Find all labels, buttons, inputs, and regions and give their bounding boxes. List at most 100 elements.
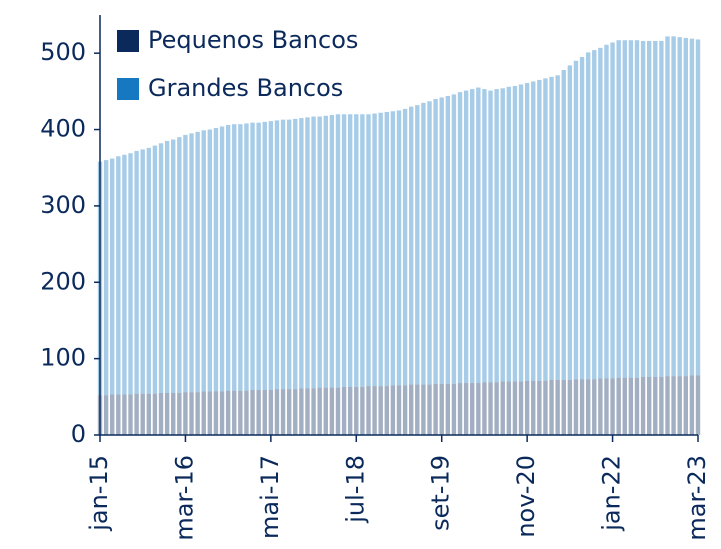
bar-segment — [317, 387, 322, 435]
bar-segment — [598, 378, 603, 435]
bar-segment — [396, 110, 402, 386]
bar-segment — [183, 392, 188, 435]
bar-segment — [585, 52, 591, 380]
legend-swatch — [117, 78, 139, 100]
bar-segment — [293, 118, 298, 390]
bar-segment — [103, 160, 109, 396]
bar-segment — [329, 387, 335, 435]
bar-segment — [146, 147, 152, 394]
bar-segment — [171, 139, 176, 393]
x-tick-label: mai-17 — [256, 455, 284, 539]
x-tick-label: nov-20 — [512, 455, 540, 538]
bar-segment — [427, 384, 432, 435]
bar-segment — [463, 383, 469, 435]
bar-segment — [506, 381, 512, 435]
bar-segment — [451, 383, 457, 435]
bar-segment — [555, 380, 560, 435]
bar-segment — [158, 393, 164, 435]
bar-segment — [110, 394, 115, 435]
bar-segment — [592, 379, 597, 435]
bar-segment — [140, 149, 145, 394]
bar-segment — [665, 376, 670, 435]
bar-segment — [695, 375, 701, 435]
bar-segment — [372, 113, 377, 387]
bar-segment — [207, 129, 213, 392]
bar-segment — [238, 124, 243, 391]
bar-segment — [665, 36, 670, 377]
bar-segment — [335, 387, 341, 435]
bar-segment — [189, 392, 194, 435]
bar-segment — [274, 389, 280, 435]
y-tick-label: 200 — [40, 267, 86, 295]
bar-segment — [293, 389, 298, 435]
bar-segment — [579, 379, 585, 435]
bar-segment — [488, 90, 493, 383]
bar-segment — [390, 111, 396, 386]
bar-segment — [445, 383, 451, 435]
bar-segment — [177, 137, 182, 393]
bar-segment — [189, 133, 194, 393]
bar-segment — [317, 116, 322, 388]
bar-segment — [219, 126, 225, 392]
bar-segment — [677, 37, 682, 377]
bar-segment — [439, 97, 444, 384]
bar-segment — [299, 118, 304, 389]
bar-segment — [531, 81, 536, 381]
bar-segment — [427, 101, 432, 385]
bar-segment — [585, 379, 591, 435]
bar-segment — [213, 391, 219, 435]
bar-segment — [268, 121, 274, 390]
bar-segment — [128, 394, 133, 435]
bar-segment — [225, 390, 231, 435]
bar-segment — [213, 128, 219, 392]
bar-segment — [402, 108, 408, 386]
legend-label: Pequenos Bancos — [148, 26, 358, 54]
bar-segment — [195, 131, 200, 393]
bar-segment — [567, 380, 573, 435]
bar-segment — [201, 130, 206, 392]
bar-segment — [232, 390, 237, 435]
bar-segment — [140, 393, 145, 435]
bar-segment — [366, 386, 371, 435]
bar-segment — [610, 42, 615, 379]
bar-segment — [409, 106, 414, 385]
bar-segment — [323, 387, 328, 435]
bar-segment — [402, 385, 408, 435]
bar-segment — [421, 102, 426, 385]
bar-segment — [122, 154, 127, 395]
bar-segment — [482, 89, 487, 383]
bar-segment — [598, 47, 603, 379]
bar-segment — [573, 60, 579, 380]
bar-segment — [244, 123, 249, 391]
bar-segment — [152, 393, 158, 435]
bar-segment — [640, 40, 646, 377]
bar-segment — [476, 383, 481, 435]
bar-segment — [524, 82, 530, 381]
bar-segment — [238, 390, 243, 435]
bar-segment — [531, 380, 536, 435]
bar-segment — [683, 376, 688, 435]
bar-segment — [262, 389, 267, 435]
bar-segment — [653, 376, 658, 435]
bar-segment — [128, 153, 133, 395]
y-tick-label: 300 — [40, 191, 86, 219]
bar-segment — [683, 37, 688, 377]
y-tick-label: 0 — [71, 420, 86, 448]
bar-segment — [280, 389, 286, 435]
bar-segment — [592, 50, 597, 380]
bar-segment — [341, 386, 347, 435]
bar-segment — [604, 378, 609, 435]
bar-segment — [171, 393, 176, 435]
bar-segment — [384, 111, 389, 387]
bar-segment — [299, 388, 304, 435]
x-tick-label: jan-22 — [598, 455, 626, 532]
bar-segment — [659, 40, 664, 377]
bar-segment — [347, 114, 353, 387]
bar-segment — [445, 95, 451, 384]
bar-segment — [195, 392, 200, 435]
bar-segment — [628, 377, 634, 435]
bar-segment — [378, 112, 383, 387]
bar-segment — [610, 378, 615, 435]
bar-segment — [360, 114, 365, 387]
bar-segment — [268, 389, 274, 435]
